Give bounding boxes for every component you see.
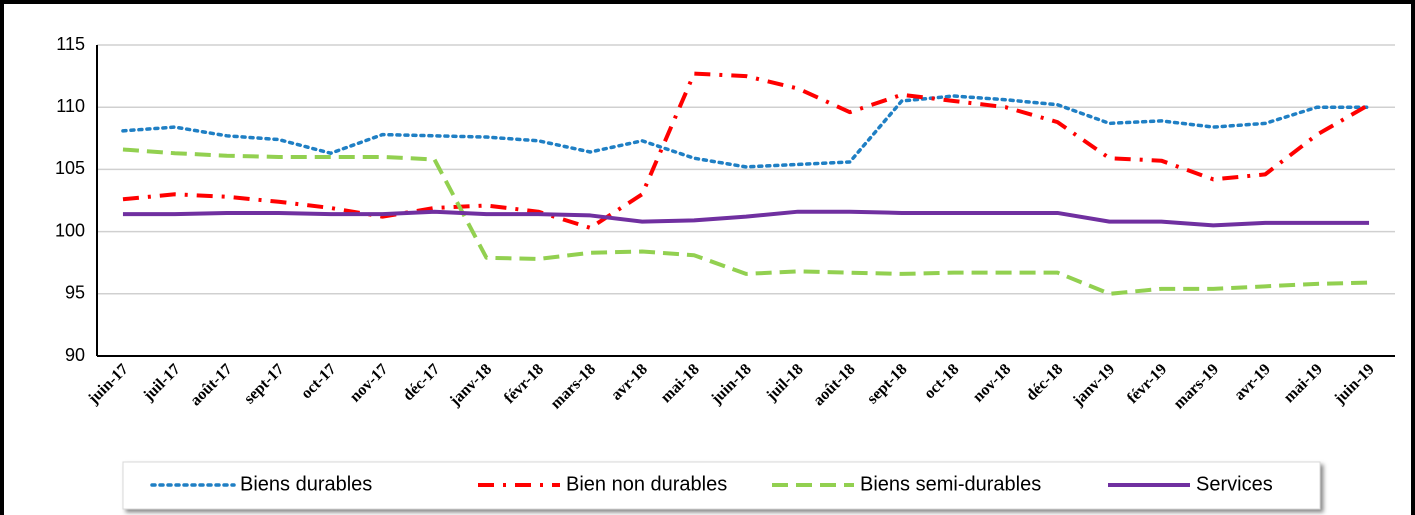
legend: Biens durables Bien non durables Biens sem…: [122, 461, 1321, 510]
legend-label: Biens semi-durables: [860, 473, 1041, 495]
series-line: [122, 71, 1371, 230]
y-tick-label: 105: [55, 158, 85, 178]
y-tick-label: 110: [56, 96, 85, 116]
series-line: [121, 94, 1371, 169]
legend-label: Bien non durables: [566, 473, 727, 495]
y-tick-label: 95: [65, 283, 85, 303]
series-line: [122, 147, 1370, 296]
y-tick-label: 90: [65, 345, 85, 365]
y-tick-label: 100: [55, 220, 85, 240]
y-tick-label: 115: [56, 34, 85, 54]
legend-label: Biens durables: [240, 473, 372, 495]
legend-label: Services: [1196, 473, 1273, 495]
series-line: [122, 209, 1370, 228]
